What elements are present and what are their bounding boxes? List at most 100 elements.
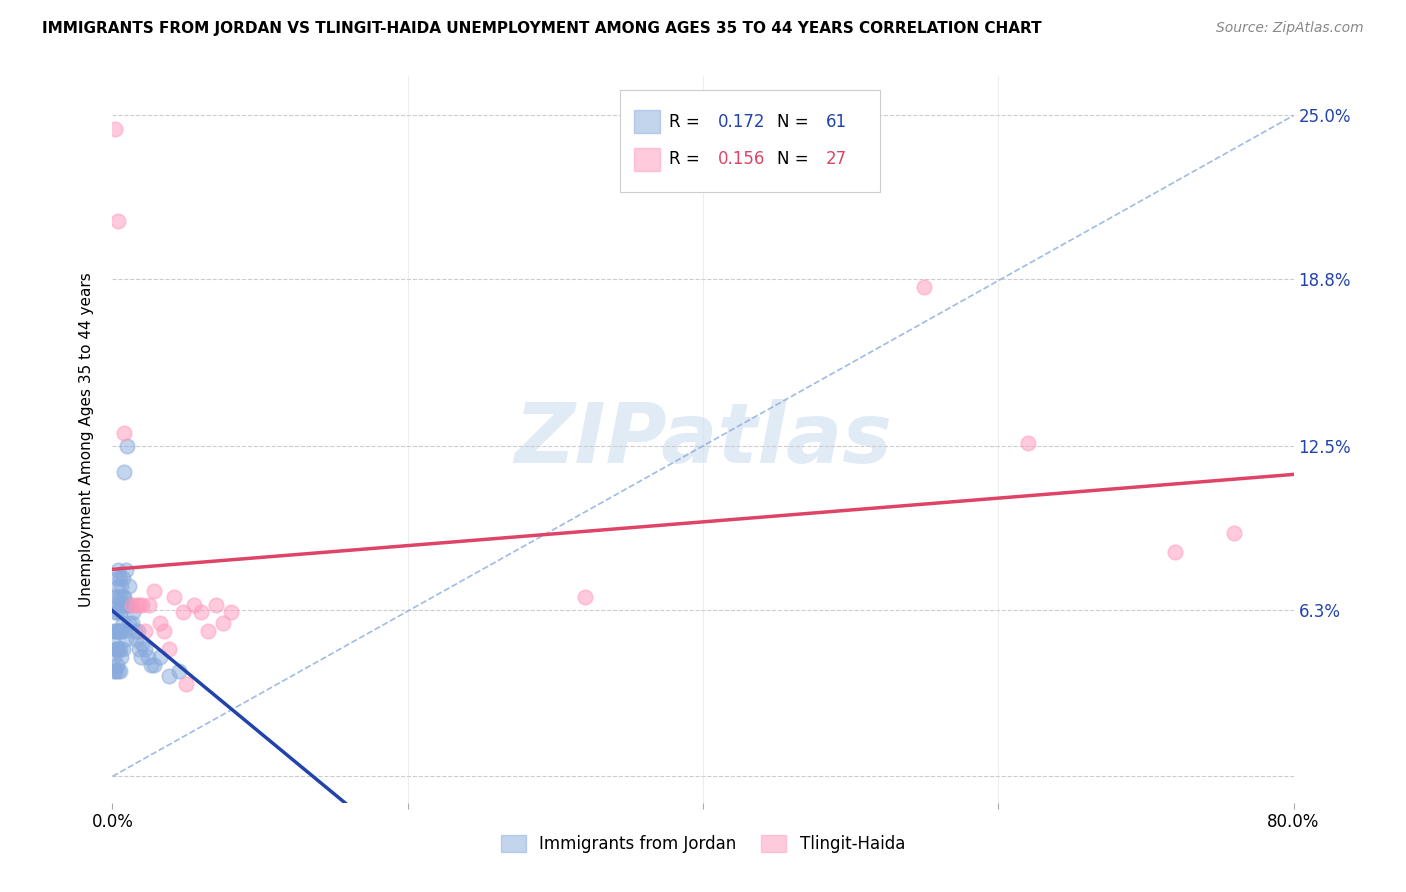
- Point: [111, 615, 134, 630]
- Point: [118, 579, 141, 593]
- Point: [163, 590, 186, 604]
- Point: [111, 571, 134, 585]
- Point: [104, 664, 127, 678]
- Point: [104, 624, 127, 638]
- Point: [212, 615, 235, 630]
- Point: [105, 606, 128, 620]
- FancyBboxPatch shape: [634, 110, 661, 133]
- Text: R =: R =: [669, 151, 704, 169]
- Point: [107, 563, 129, 577]
- Point: [914, 280, 936, 294]
- Point: [107, 579, 129, 593]
- Point: [105, 658, 128, 673]
- Point: [107, 214, 129, 228]
- Text: ZIPatlas: ZIPatlas: [515, 399, 891, 480]
- Point: [134, 642, 156, 657]
- Point: [205, 598, 228, 612]
- Point: [108, 571, 131, 585]
- Point: [183, 598, 205, 612]
- Point: [131, 637, 153, 651]
- Point: [172, 606, 194, 620]
- Point: [129, 650, 152, 665]
- Point: [136, 650, 159, 665]
- Point: [110, 579, 132, 593]
- Text: N =: N =: [778, 112, 814, 130]
- Point: [138, 598, 160, 612]
- Text: 61: 61: [825, 112, 846, 130]
- Point: [105, 590, 128, 604]
- Point: [142, 658, 165, 673]
- Point: [104, 121, 127, 136]
- Text: R =: R =: [669, 112, 704, 130]
- Point: [112, 425, 135, 440]
- Point: [190, 606, 212, 620]
- Point: [111, 590, 134, 604]
- Point: [174, 677, 197, 691]
- Point: [110, 598, 132, 612]
- Point: [104, 606, 127, 620]
- Point: [114, 598, 136, 612]
- Point: [157, 669, 180, 683]
- Point: [124, 624, 146, 638]
- Point: [125, 598, 148, 612]
- Point: [128, 598, 150, 612]
- Point: [112, 466, 135, 480]
- Point: [117, 598, 138, 612]
- Point: [105, 571, 128, 585]
- Point: [108, 642, 131, 657]
- Point: [219, 606, 242, 620]
- Point: [107, 642, 129, 657]
- Point: [127, 624, 149, 638]
- Point: [112, 590, 135, 604]
- FancyBboxPatch shape: [620, 90, 880, 192]
- Point: [108, 624, 131, 638]
- Point: [125, 632, 148, 646]
- Point: [103, 624, 125, 638]
- Point: [1223, 526, 1246, 541]
- Point: [122, 606, 145, 620]
- Point: [114, 563, 136, 577]
- Point: [108, 606, 131, 620]
- Point: [139, 658, 162, 673]
- Point: [117, 439, 138, 453]
- Point: [134, 624, 156, 638]
- Point: [121, 615, 143, 630]
- Point: [149, 615, 172, 630]
- Y-axis label: Unemployment Among Ages 35 to 44 years: Unemployment Among Ages 35 to 44 years: [79, 272, 94, 607]
- Point: [108, 590, 131, 604]
- Point: [111, 642, 134, 657]
- Point: [110, 650, 132, 665]
- Point: [120, 598, 142, 612]
- Point: [103, 664, 125, 678]
- Point: [103, 650, 125, 665]
- Point: [167, 664, 190, 678]
- Point: [197, 624, 219, 638]
- Point: [574, 590, 596, 604]
- Point: [112, 624, 135, 638]
- Point: [1017, 436, 1039, 450]
- Legend: Immigrants from Jordan, Tlingit-Haida: Immigrants from Jordan, Tlingit-Haida: [494, 829, 912, 860]
- Point: [114, 632, 136, 646]
- Text: IMMIGRANTS FROM JORDAN VS TLINGIT-HAIDA UNEMPLOYMENT AMONG AGES 35 TO 44 YEARS C: IMMIGRANTS FROM JORDAN VS TLINGIT-HAIDA …: [42, 21, 1042, 36]
- Point: [157, 642, 180, 657]
- Point: [1164, 544, 1187, 558]
- Point: [131, 598, 153, 612]
- Point: [110, 624, 132, 638]
- Point: [104, 642, 127, 657]
- Point: [105, 624, 128, 638]
- Point: [121, 598, 143, 612]
- Point: [103, 637, 125, 651]
- FancyBboxPatch shape: [634, 148, 661, 171]
- Text: Source: ZipAtlas.com: Source: ZipAtlas.com: [1216, 21, 1364, 35]
- Text: 0.172: 0.172: [718, 112, 766, 130]
- Point: [104, 590, 127, 604]
- Point: [107, 664, 129, 678]
- Text: 0.156: 0.156: [718, 151, 766, 169]
- Point: [128, 642, 150, 657]
- Point: [149, 650, 172, 665]
- Point: [118, 615, 141, 630]
- Point: [142, 584, 165, 599]
- Point: [153, 624, 176, 638]
- Point: [107, 624, 129, 638]
- Text: N =: N =: [778, 151, 814, 169]
